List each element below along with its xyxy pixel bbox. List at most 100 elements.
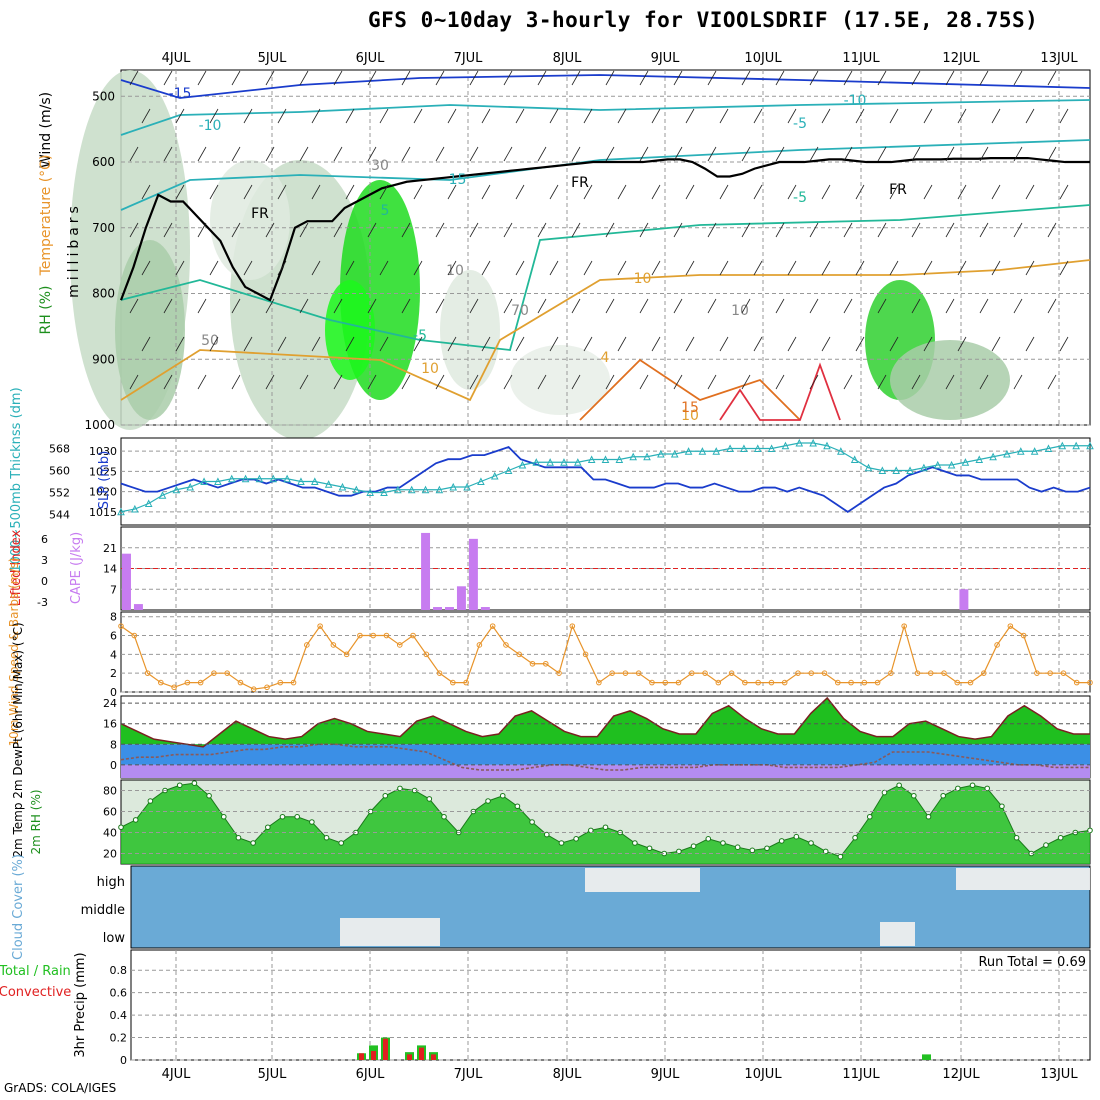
wind-barb-1-9 [447,108,457,124]
cloud-level-middle: middle [81,903,125,918]
wind-point-4 [171,684,177,691]
wind-point-39 [635,670,642,676]
wind-barb-0-22 [877,70,887,86]
wind-barb-4-4 [265,222,275,238]
wind-barb-8-18 [741,374,751,390]
bottom-xtick-6: 10JUL [744,1067,782,1082]
rh-point-35 [632,840,638,846]
wind-barb-6-5 [299,298,309,314]
wind-barb-4-1 [163,222,173,238]
wind-barb-8-0 [129,374,139,390]
wind-barb-5-15 [651,260,661,276]
top-xtick-1: 5JUL [258,51,288,66]
wind-point-31 [529,660,536,667]
wind-point-29 [503,642,509,648]
wind-point-57 [874,679,881,686]
wind-barb-6-16 [673,298,683,314]
thickness-line [120,442,1090,513]
wind-barb-6-15 [639,298,649,314]
wind-barb-7-17 [719,336,729,352]
rh-point-5 [191,780,198,786]
precip-conv-bar-3 [407,1054,412,1060]
precip-conv-bar-1 [371,1051,376,1060]
cs-label-wind: Wind (m/s) [38,92,54,168]
wind-barb-7-2 [209,336,219,352]
rh-shade-1 [115,240,185,420]
rh-point-7 [220,813,227,820]
rh-point-61 [1013,834,1020,841]
contour-label-6: FR [251,206,269,222]
thickness-point-49 [795,438,804,447]
wind-barb-1-1 [175,108,185,124]
wind-barb-2-25 [979,146,989,162]
wind-point-6 [197,679,204,686]
wind-barb-6-19 [775,298,785,314]
wind-point-7 [211,670,217,676]
contour-label-13: 15 [681,400,699,416]
wind-barb-4-18 [741,222,751,238]
wind-barb-4-9 [435,222,445,238]
wind-barb-3-0 [141,184,151,200]
wind-point-8 [224,670,230,676]
wind-point-24 [436,670,443,676]
wind-barb-5-12 [549,260,559,276]
thickness-point-33 [574,458,582,466]
wind-barb-3-14 [617,184,627,200]
wind-barb-4-17 [707,222,717,238]
wind-barb-0-7 [367,70,377,86]
temp-contour-4 [120,259,1091,402]
thickness-point-18 [366,488,374,496]
top-xtick-9: 13JUL [1040,51,1078,66]
wind-barb-0-21 [843,70,853,86]
thickness-point-19 [380,488,388,496]
wind-barb-4-22 [877,222,887,238]
temp-contour-5 [579,358,801,421]
rh-point-29 [543,831,550,838]
wind-barb-2-8 [401,146,411,162]
wind-barb-4-6 [333,222,343,238]
wind-barb-0-26 [1013,70,1023,86]
contour-label-3: -10 [844,93,867,109]
cloud-block-2 [340,918,440,946]
wind-barb-7-11 [515,336,525,352]
wind-barb-7-13 [583,336,593,352]
wind-point-19 [370,632,377,639]
slp-ylabel: SLP (mb) [97,451,112,510]
wind-point-9 [237,679,244,686]
thickness-point-29 [518,460,527,469]
thickness-point-11 [269,474,278,483]
wind-barb-8-20 [809,374,819,390]
wind-barb-8-10 [469,374,479,390]
wind-point-15 [317,623,323,629]
wind-barb-5-13 [583,260,593,276]
thickness-point-69 [1072,441,1080,450]
wind-barb-2-15 [639,146,649,162]
contour-label-4: -5 [793,116,807,132]
wind-barb-6-17 [707,298,717,314]
wind-barb-7-10 [481,336,491,352]
rh-point-14 [323,834,330,841]
thickness-point-43 [712,447,721,455]
rh-point-42 [734,844,741,851]
temp-tick-24: 24 [103,697,117,710]
wind-barb-3-9 [447,184,457,200]
wind-barb-4-8 [401,222,411,238]
wind-barb-7-5 [311,336,321,352]
wind-barb-1-26 [1025,108,1035,124]
wind-barb-7-4 [277,336,287,352]
wind-barb-1-3 [243,108,253,124]
wind-point-54 [834,679,841,686]
rh-point-26 [499,792,506,799]
wind-point-64 [967,679,974,686]
rh-point-31 [573,836,579,842]
precip-legend-conv: Convective [0,985,71,1000]
wind-barb-1-11 [515,108,525,124]
thickness-point-30 [532,458,541,466]
cape-bar-70 [959,589,969,610]
wind-point-68 [1020,632,1027,639]
wind-barb-8-3 [231,374,241,390]
contour-label-1: -10 [199,118,222,134]
wind-barb-8-9 [435,374,445,390]
wind-point-26 [463,679,469,686]
